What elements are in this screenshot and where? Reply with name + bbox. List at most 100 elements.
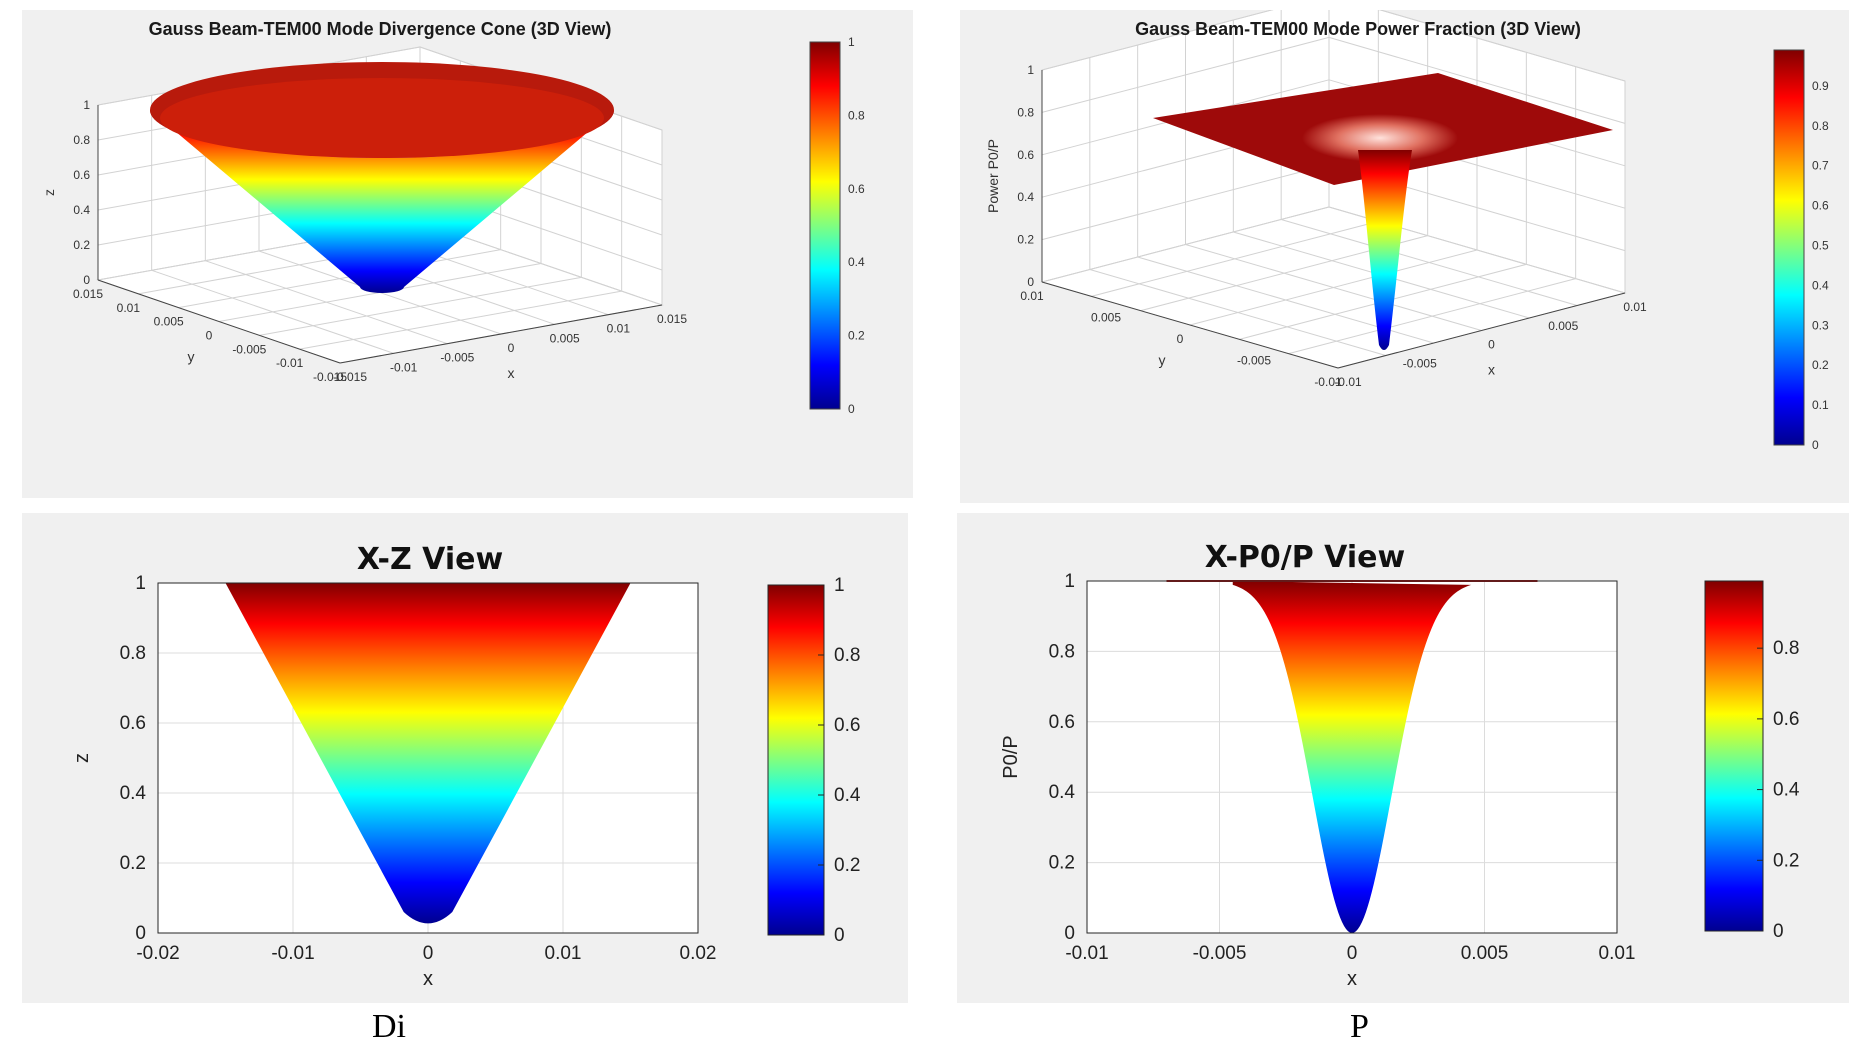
x-axis-line	[1337, 292, 1626, 369]
caption-right: P	[1350, 1008, 1369, 1045]
colorbar-tick-label: 0.6	[834, 715, 860, 736]
z-tick-label: 0.4	[73, 203, 90, 217]
colorbar-tick-label: 0.8	[1812, 119, 1829, 133]
x-tick-label: 0.01	[1623, 300, 1647, 314]
z-tick-label: 0	[1027, 275, 1034, 289]
caption-left: Di	[372, 1008, 406, 1045]
y-tick-label: 0.6	[1049, 712, 1075, 733]
colorbar-tick-label: 0	[834, 925, 845, 946]
colorbar-tick-label: 0.2	[834, 855, 860, 876]
x-tick-label: 0.005	[1461, 943, 1509, 964]
plot-frame	[157, 582, 699, 934]
x-tick-label: 0.005	[550, 331, 580, 345]
power-3d-panel: 0 0.2 0.4 0.6 0.8 1 0.01 0.005 0 -0.005 -0.01 -0.01…	[960, 10, 1849, 503]
well-opening	[1302, 114, 1458, 162]
x-tick-label: 0.01	[607, 322, 631, 336]
y-axis-line	[97, 279, 341, 364]
cone-surface	[150, 110, 614, 293]
z-tick-label: 0.6	[1017, 148, 1034, 162]
x-tick-label: -0.005	[440, 351, 474, 365]
xz-view-chart: -0.02 -0.01 0 0.01 0.02 0 0.2 0.4 0.6 0.8 1 x z X-Z V…	[71, 542, 861, 990]
wall-grid	[1041, 164, 1330, 241]
x-axis-line	[339, 304, 663, 364]
y-tick-label: 0.4	[1049, 782, 1076, 803]
y-tick-label: 0.015	[73, 287, 103, 301]
colorbar-tick-label: 1	[834, 575, 845, 596]
y-tick-label: 1	[1064, 571, 1075, 592]
colorbar-tick-label: 0.2	[848, 329, 865, 343]
x-tick-label: 0.005	[1548, 319, 1578, 333]
wall-grid	[1328, 36, 1626, 124]
z-axis-label: Power P0/P	[985, 139, 1001, 213]
y-axis-label: y	[188, 349, 195, 365]
y-tick-label: 0.8	[120, 643, 146, 664]
colorbar-tick-label: 0.3	[1812, 318, 1829, 332]
y-tick-label: 0.005	[1091, 311, 1121, 325]
colorbar-tick-label: 0.2	[1812, 358, 1829, 372]
colorbar-tick-label: 0.4	[1773, 780, 1800, 801]
x-tick-label: 0.01	[1599, 943, 1636, 964]
z-tick-label: 1	[83, 98, 90, 112]
colorbar-tick-label: 0.2	[1773, 850, 1799, 871]
wall-grid	[1041, 206, 1330, 283]
colorbar-tick-label: 0	[1812, 438, 1819, 452]
colorbar-tick-label: 0.6	[1812, 199, 1829, 213]
well-surface	[1358, 150, 1412, 350]
wall-grid	[1041, 36, 1330, 113]
y-tick-label: -0.005	[1237, 354, 1271, 368]
chart-title: X-P0/P View	[1205, 540, 1405, 575]
wall-grid	[1041, 10, 1274, 71]
colorbar-tick-label: 0.1	[1812, 398, 1829, 412]
chart-title: Gauss Beam-TEM00 Mode Divergence Cone (3…	[149, 19, 612, 39]
colorbar-tick-label: 0.5	[1812, 239, 1829, 253]
colorbar-tick-label: 0.8	[1773, 638, 1799, 659]
x-tick-label: -0.01	[271, 943, 314, 964]
cone-3d-panel: 0 0.2 0.4 0.6 0.8 1 0.015 0.01 0.005 0 -0.005 -0.01…	[22, 10, 913, 498]
colorbar-tick-label: 1	[848, 35, 855, 49]
plot-frame	[1086, 580, 1618, 934]
xp-view-chart: -0.01 -0.005 0 0.005 0.01 0 0.2 0.4 0.6 0.8 1 x P0/P…	[1000, 540, 1800, 990]
x-tick-label: 0	[1347, 943, 1358, 964]
y-tick-label: 0.4	[120, 783, 147, 804]
x-tick-label: -0.005	[1403, 356, 1437, 370]
x-tick-label: -0.01	[1334, 375, 1362, 389]
y-tick-label: 0	[206, 329, 213, 343]
xp-view-panel: -0.01 -0.005 0 0.005 0.01 0 0.2 0.4 0.6 0.8 1 x P0/P…	[957, 513, 1849, 1003]
x-tick-label: 0	[508, 341, 515, 355]
y-axis-line	[1041, 281, 1339, 369]
y-axis-label: y	[1159, 352, 1166, 368]
x-axis-label: x	[1488, 362, 1495, 378]
x-tick-label: -0.015	[333, 370, 367, 384]
x-tick-label: -0.005	[1193, 943, 1247, 964]
colorbar	[809, 41, 841, 410]
x-tick-label: 0.02	[680, 943, 717, 964]
z-tick-label: 0	[83, 273, 90, 287]
x-axis-label: x	[1347, 968, 1357, 990]
colorbar-tick-label: 0.4	[834, 785, 861, 806]
y-tick-label: 0.6	[120, 713, 146, 734]
z-tick-label: 0.4	[1017, 190, 1034, 204]
xz-view-panel: -0.02 -0.01 0 0.01 0.02 0 0.2 0.4 0.6 0.8 1 x z X-Z V…	[22, 513, 908, 1003]
colorbar-tick-label: 0.4	[1812, 278, 1829, 292]
x-tick-label: -0.01	[390, 360, 418, 374]
x-tick-label: -0.02	[136, 943, 179, 964]
colorbar-tick-label: 0.9	[1812, 79, 1829, 93]
y-axis-label: z	[71, 753, 93, 763]
x-tick-label: 0.015	[657, 312, 687, 326]
cone-3d-chart: 0 0.2 0.4 0.6 0.8 1 0.015 0.01 0.005 0 -0.005 -0.01…	[41, 19, 865, 416]
cone-profile-area	[225, 583, 631, 924]
y-tick-label: -0.015	[313, 370, 347, 384]
colorbar	[1773, 49, 1805, 446]
x-axis-label: x	[508, 365, 515, 381]
z-tick-label: 1	[1027, 63, 1034, 77]
z-tick-label: 0.8	[1017, 105, 1034, 119]
y-tick-label: 0.8	[1049, 641, 1075, 662]
x-tick-label: -0.01	[1065, 943, 1108, 964]
colorbar-tick-label: 0.8	[834, 645, 860, 666]
colorbar-tick-label: 0.6	[1773, 709, 1799, 730]
gaussian-well-area	[1232, 581, 1472, 933]
z-axis-label: z	[41, 189, 57, 196]
z-tick-label: 0.2	[1017, 233, 1034, 247]
colorbar-tick-label: 0.6	[848, 182, 865, 196]
floor-grid	[1281, 219, 1578, 306]
